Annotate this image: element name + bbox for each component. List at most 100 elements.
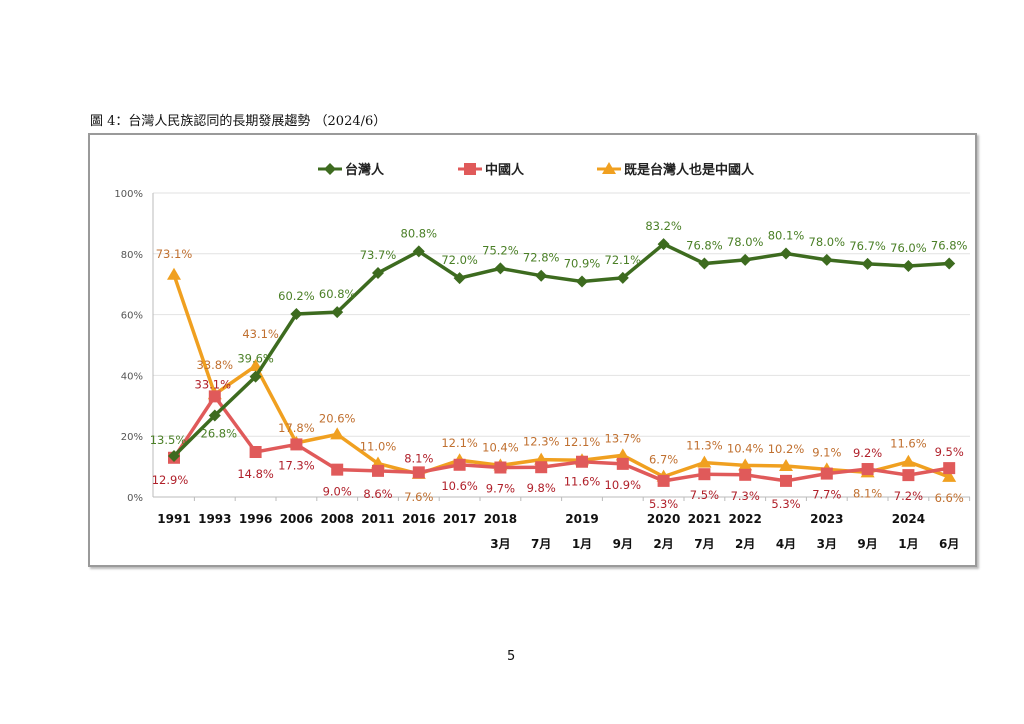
data-label: 9.8% — [527, 481, 556, 495]
y-tick-label: 0% — [127, 493, 143, 504]
data-point — [616, 457, 629, 470]
data-label: 72.0% — [441, 253, 478, 267]
data-label: 9.0% — [323, 485, 352, 499]
data-point — [249, 370, 262, 383]
data-label: 10.2% — [768, 442, 805, 456]
data-point — [535, 461, 548, 474]
x-year-label: 1991 — [157, 512, 190, 526]
data-point — [861, 463, 874, 476]
data-point — [290, 307, 303, 320]
data-label: 13.5% — [150, 433, 187, 447]
data-point — [372, 464, 384, 477]
data-label: 83.2% — [645, 219, 682, 233]
data-label: 73.7% — [360, 248, 397, 262]
data-label: 78.0% — [727, 235, 764, 249]
data-point — [412, 245, 425, 258]
x-year-label: 1993 — [198, 512, 231, 526]
data-label: 76.7% — [849, 239, 886, 253]
data-label: 11.3% — [686, 439, 723, 453]
x-year-label: 2019 — [565, 512, 598, 526]
data-label: 80.1% — [768, 228, 805, 242]
data-point — [494, 461, 507, 474]
data-point — [167, 267, 181, 280]
data-label: 12.1% — [564, 435, 601, 449]
data-point — [616, 271, 629, 284]
y-tick-label: 20% — [121, 432, 143, 443]
data-label: 39.6% — [237, 352, 274, 366]
x-month-label: 1月 — [898, 537, 918, 551]
data-label: 11.0% — [360, 440, 397, 454]
x-year-label: 1996 — [239, 512, 272, 526]
data-label: 17.3% — [278, 458, 315, 472]
chart-frame — [88, 133, 977, 567]
page-number: 5 — [507, 649, 516, 664]
data-label: 10.4% — [482, 440, 519, 454]
data-label: 11.6% — [890, 437, 927, 451]
data-label: 7.5% — [690, 488, 719, 502]
data-label: 17.8% — [278, 421, 315, 435]
data-point — [780, 247, 792, 260]
data-label: 78.0% — [809, 235, 846, 249]
data-label: 7.7% — [812, 488, 841, 502]
series-line-0 — [172, 242, 950, 458]
data-point — [576, 455, 588, 468]
data-point — [576, 275, 588, 288]
data-point — [168, 449, 180, 462]
data-label: 14.8% — [237, 467, 274, 481]
data-label: 9.5% — [935, 445, 964, 459]
data-label: 7.6% — [404, 490, 433, 504]
data-point — [779, 458, 793, 471]
data-point — [249, 446, 262, 459]
data-point — [902, 259, 915, 272]
figure-title: 圖 4：台灣人民族認同的長期發展趨勢 （2024/6） — [90, 114, 387, 129]
y-tick-label: 100% — [114, 189, 143, 200]
x-year-label: 2024 — [892, 512, 925, 526]
data-label: 75.2% — [482, 243, 519, 257]
data-point — [453, 272, 466, 285]
data-point — [372, 266, 384, 279]
data-point — [739, 253, 752, 266]
data-label: 76.0% — [890, 241, 927, 255]
data-label: 8.1% — [853, 486, 882, 500]
x-year-label: 2016 — [402, 512, 435, 526]
data-point — [780, 474, 792, 487]
data-label: 10.4% — [727, 441, 764, 455]
data-point — [943, 462, 956, 475]
data-label: 8.1% — [404, 451, 433, 465]
data-label: 7.2% — [894, 489, 923, 503]
data-point — [412, 466, 425, 479]
data-label: 12.3% — [523, 435, 560, 449]
data-label: 10.6% — [441, 479, 478, 493]
x-month-label: 2月 — [735, 537, 755, 551]
x-year-label: 2023 — [810, 512, 843, 526]
legend-marker — [602, 162, 616, 174]
data-point — [942, 469, 957, 482]
x-year-label: 2020 — [647, 512, 680, 526]
data-label: 80.8% — [401, 226, 438, 240]
data-point — [698, 468, 711, 481]
data-point — [738, 458, 753, 471]
data-point — [698, 257, 711, 270]
data-label: 5.3% — [771, 497, 800, 511]
legend-marker — [464, 163, 476, 175]
data-label: 60.2% — [278, 289, 315, 303]
data-point — [657, 474, 670, 487]
data-label: 11.6% — [564, 475, 601, 489]
legend-label: 中國人 — [485, 162, 525, 178]
data-point — [901, 454, 916, 467]
data-label: 9.2% — [853, 446, 882, 460]
data-point — [208, 409, 221, 422]
y-tick-label: 80% — [121, 250, 143, 261]
x-year-label: 2017 — [443, 512, 476, 526]
y-tick-label: 60% — [121, 311, 143, 322]
data-label: 13.7% — [605, 431, 642, 445]
legend-label: 既是台灣人也是中國人 — [624, 162, 755, 178]
x-month-label: 6月 — [939, 537, 959, 551]
data-label: 26.8% — [201, 427, 238, 441]
x-month-label: 7月 — [694, 537, 714, 551]
x-year-label: 2006 — [280, 512, 313, 526]
x-month-label: 4月 — [776, 537, 796, 551]
data-label: 76.8% — [686, 239, 723, 253]
x-month-label: 2月 — [653, 537, 673, 551]
